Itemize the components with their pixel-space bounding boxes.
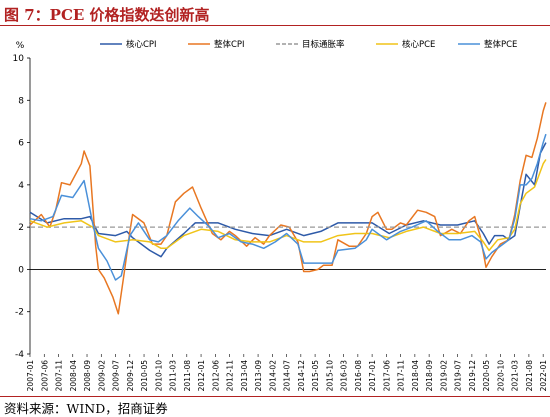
x-tick-label: 2013-04 xyxy=(240,360,249,392)
x-tick-label: 2017-01 xyxy=(368,360,377,392)
x-tick-label: 2021-08 xyxy=(525,360,534,392)
x-tick-label: 2008-04 xyxy=(69,360,78,392)
x-tick-label: 2015-05 xyxy=(311,360,320,392)
line-chart: 核心CPI 整体CPI 目标通胀率 核心PCE 整体PCE % -4 -2 0 2 4 6 8 10 20… xyxy=(13,39,549,391)
chart-series xyxy=(29,102,547,315)
x-tick-label: 2020-05 xyxy=(482,360,491,392)
chart-legend: 核心CPI 整体CPI 目标通胀率 核心PCE 整体PCE xyxy=(100,39,517,50)
x-tick-label: 2018-09 xyxy=(425,360,434,392)
y-axis-unit: % xyxy=(16,41,25,51)
x-tick-label: 2017-06 xyxy=(382,360,391,392)
legend-label: 整体PCE xyxy=(484,39,517,50)
x-tick-label: 2011-03 xyxy=(169,360,178,392)
figure-title: 图 7：PCE 价格指数迭创新高 xyxy=(0,0,550,26)
chart-axes: % -4 -2 0 2 4 6 8 10 2007-01 2007-06 2007-11 2008-04… xyxy=(13,41,549,391)
legend-label: 目标通胀率 xyxy=(302,39,345,50)
x-tick-label: 2009-12 xyxy=(126,360,135,392)
series-line-5 xyxy=(29,133,547,281)
x-tick-label: 2010-05 xyxy=(140,360,149,392)
x-tick-label: 2016-03 xyxy=(340,360,349,392)
x-tick-label: 2015-10 xyxy=(325,360,334,392)
y-tick-label: 8 xyxy=(18,96,24,106)
series-line-4 xyxy=(29,159,547,252)
x-tick-label: 2011-08 xyxy=(183,360,192,392)
x-tick-label: 2019-12 xyxy=(468,360,477,392)
x-tick-label: 2014-12 xyxy=(297,360,306,392)
y-tick-label: 4 xyxy=(18,181,24,191)
legend-label: 核心CPI xyxy=(126,39,157,50)
y-tick-label: -2 xyxy=(15,308,24,318)
x-tick-label: 2013-09 xyxy=(254,360,263,392)
y-tick-label: 2 xyxy=(18,223,24,233)
x-tick-label: 2007-01 xyxy=(26,360,35,392)
x-tick-label: 2019-07 xyxy=(454,360,463,392)
y-tick-label: 0 xyxy=(18,265,24,275)
series-line-2 xyxy=(29,102,547,315)
y-tick-label: -4 xyxy=(15,350,24,360)
x-tick-label: 2021-03 xyxy=(511,360,520,392)
x-tick-label: 2007-11 xyxy=(55,360,64,392)
x-tick-label: 2020-10 xyxy=(496,360,505,392)
x-tick-label: 2012-06 xyxy=(211,360,220,392)
x-tick-label: 2022-01 xyxy=(539,360,548,392)
legend-label: 核心PCE xyxy=(402,39,435,50)
x-tick-label: 2019-02 xyxy=(439,360,448,392)
x-tick-label: 2009-02 xyxy=(97,360,106,392)
legend-label: 整体CPI xyxy=(214,39,245,50)
x-tick-label: 2008-09 xyxy=(83,360,92,392)
x-tick-label: 2012-01 xyxy=(197,360,206,392)
x-tick-label: 2012-11 xyxy=(226,360,235,392)
y-tick-label: 6 xyxy=(18,139,24,149)
y-tick-label: 10 xyxy=(13,54,25,64)
figure-source: 资料来源：WIND，招商证券 xyxy=(0,396,550,416)
x-tick-label: 2010-10 xyxy=(154,360,163,392)
x-tick-label: 2014-02 xyxy=(268,360,277,392)
x-tick-label: 2018-04 xyxy=(411,360,420,392)
x-tick-label: 2014-07 xyxy=(283,360,292,392)
x-tick-label: 2009-07 xyxy=(112,360,121,392)
x-tick-label: 2017-11 xyxy=(397,360,406,392)
x-tick-label: 2016-08 xyxy=(354,360,363,392)
x-tick-label: 2007-06 xyxy=(40,360,49,392)
series-line-1 xyxy=(29,142,547,258)
